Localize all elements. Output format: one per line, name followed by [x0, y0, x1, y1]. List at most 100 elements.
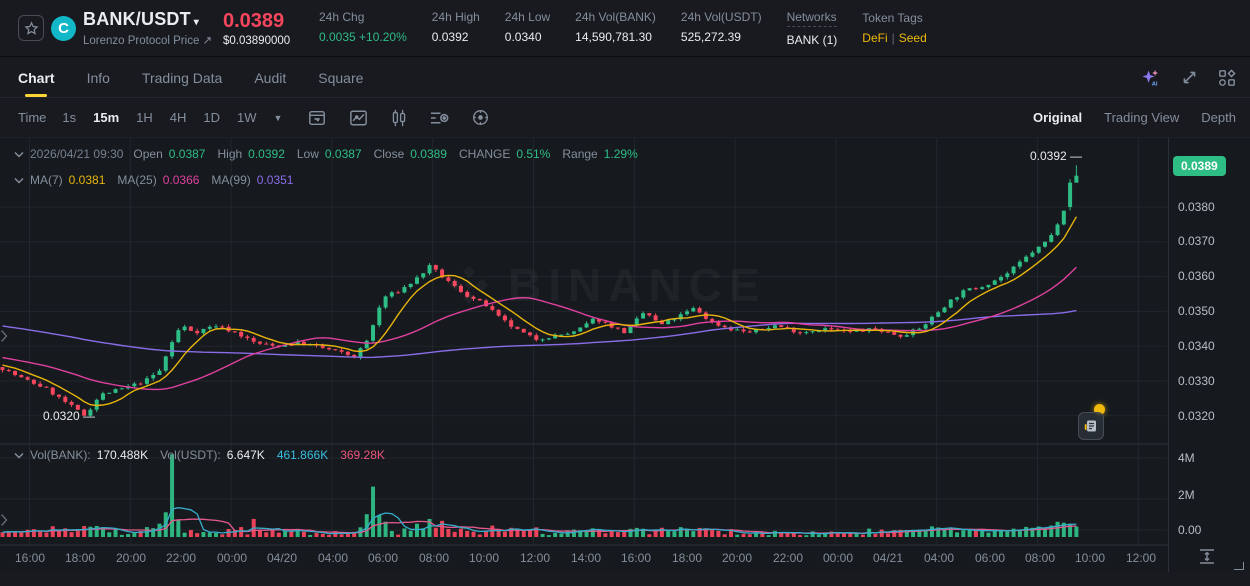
stat-label: 24h Low — [504, 9, 551, 24]
legend-value: 0.0387 — [324, 147, 362, 161]
pair-selector[interactable]: BANK/USDT ▾ — [83, 9, 200, 29]
ai-assistant-icon[interactable]: AI — [1141, 69, 1161, 87]
svg-text:AI: AI — [1152, 81, 1158, 87]
time-tick: 16:00 — [620, 551, 652, 565]
time-tick: 00:00 — [216, 551, 248, 565]
chart-order-marker[interactable] — [1078, 412, 1104, 440]
fullscreen-icon[interactable] — [1181, 69, 1198, 86]
ma-value: 0.0351 — [256, 173, 294, 187]
legend-label: Open — [133, 147, 163, 161]
interval-1w[interactable]: 1W — [237, 110, 257, 125]
expand-drawing-tools-icon[interactable] — [0, 329, 8, 346]
chart-style-icon[interactable] — [349, 109, 368, 127]
time-tick: 04/21 — [872, 551, 904, 565]
low-price-marker: 0.0320 — — [43, 409, 96, 423]
time-tick: 14:00 — [570, 551, 602, 565]
tab-audit[interactable]: Audit — [254, 69, 287, 86]
time-tick: 18:00 — [671, 551, 703, 565]
time-tick: 04/20 — [266, 551, 298, 565]
vol-label: Vol(BANK): — [30, 448, 91, 462]
stat-value: 0.0340 — [504, 29, 542, 44]
stat-24h-vol-usdt-: 24h Vol(USDT) 525,272.39 — [681, 10, 762, 47]
tag-link-seed[interactable]: Seed — [898, 31, 927, 45]
view-trading-view[interactable]: Trading View — [1104, 110, 1180, 125]
volume-legend: Vol(BANK): 170.488K Vol(USDT): 6.647K 461.86… — [14, 448, 397, 462]
stat-24h-high: 24h High 0.0392 — [432, 10, 480, 47]
token-tags-label: Token Tags — [862, 11, 923, 25]
date-range-icon[interactable] — [308, 109, 326, 127]
ticker-stats: 24h Chg 0.0035 +10.20% 24h High 0.0392 24h L… — [319, 10, 862, 47]
time-tick: 16:00 — [14, 551, 46, 565]
collapse-ohlc-icon[interactable] — [14, 151, 24, 158]
volume-tick: 0.00 — [1178, 523, 1202, 537]
time-tick: 10:00 — [1074, 551, 1106, 565]
bottom-strip — [0, 572, 1250, 586]
time-tick: 18:00 — [64, 551, 96, 565]
settings-icon[interactable] — [472, 109, 489, 126]
chart-canvas[interactable] — [0, 138, 1168, 572]
stat-label[interactable]: Networks — [786, 10, 838, 27]
last-price: 0.0389 — [223, 9, 285, 32]
time-tick: 04:00 — [923, 551, 955, 565]
price-axis[interactable]: 0.0389 0.0380 0.0370 0.0360 0.0350 0.0340 0.0… — [1168, 138, 1250, 572]
interval-4h[interactable]: 4H — [169, 110, 187, 125]
time-tick: 22:00 — [772, 551, 804, 565]
time-tick: 06:00 — [367, 551, 399, 565]
candle-time: 2026/04/21 09:30 — [30, 147, 124, 161]
interval-15m[interactable]: 15m — [93, 110, 120, 125]
pair-header: C BANK/USDT ▾ Lorenzo Protocol Price ↗ 0.… — [0, 0, 1250, 57]
chevron-down-icon: ▾ — [193, 17, 200, 28]
stat-value: 0.0035 +10.20% — [319, 29, 407, 44]
interval-1h[interactable]: 1H — [136, 110, 153, 125]
stat-24h-low: 24h Low 0.0340 — [505, 10, 550, 47]
view-depth[interactable]: Depth — [1201, 110, 1236, 125]
vol-value: 369.28K — [340, 448, 385, 462]
axis-corner-resize[interactable] — [1234, 562, 1244, 570]
tab-trading-data[interactable]: Trading Data — [141, 69, 223, 86]
high-price-marker: 0.0392 — — [1030, 149, 1083, 163]
indicators-icon[interactable] — [430, 110, 449, 126]
price-tick: 0.0320 — [1178, 409, 1215, 423]
expand-volume-tools-icon[interactable] — [0, 513, 8, 530]
tag-link-defi[interactable]: DeFi — [862, 31, 888, 45]
stat-value: BANK (1) — [786, 32, 838, 47]
layout-grid-icon[interactable] — [1218, 68, 1236, 87]
volume-tick: 2M — [1178, 488, 1195, 502]
last-price-badge: 0.0389 — [1173, 156, 1226, 176]
stat-24h-vol-bank-: 24h Vol(BANK) 14,590,781.30 — [575, 10, 656, 47]
stat-value: 0.0392 — [431, 29, 469, 44]
stat-24h-chg: 24h Chg 0.0035 +10.20% — [319, 10, 407, 47]
collapse-volume-icon[interactable] — [14, 452, 24, 459]
tab-square[interactable]: Square — [318, 69, 364, 86]
tab-info[interactable]: Info — [86, 69, 110, 86]
candlestick-icon[interactable] — [391, 109, 407, 127]
chart-alert-dot[interactable] — [1094, 404, 1105, 415]
vol-label: Vol(USDT): — [160, 448, 221, 462]
collapse-ma-icon[interactable] — [14, 177, 24, 184]
auto-scale-icon[interactable] — [1197, 548, 1217, 568]
view-original[interactable]: Original — [1033, 110, 1083, 125]
price-tick: 0.0350 — [1178, 304, 1215, 318]
time-tick: 08:00 — [1024, 551, 1056, 565]
vol-value: 6.647K — [226, 448, 265, 462]
token-price-link[interactable]: Lorenzo Protocol Price ↗ — [83, 35, 213, 47]
stat-value: 14,590,781.30 — [575, 29, 652, 44]
price-tick: 0.0380 — [1178, 200, 1215, 214]
time-tick: 10:00 — [468, 551, 500, 565]
legend-label: High — [217, 147, 243, 161]
interval-1s[interactable]: 1s — [62, 110, 77, 125]
favorite-button[interactable] — [18, 15, 44, 41]
time-tick: 12:00 — [1125, 551, 1157, 565]
time-tick: 20:00 — [721, 551, 753, 565]
tab-chart[interactable]: Chart — [18, 58, 55, 97]
legend-value: 0.0389 — [410, 147, 447, 161]
time-tick: 22:00 — [165, 551, 197, 565]
time-tick: 04:00 — [317, 551, 349, 565]
interval-dropdown-icon[interactable]: ▼ — [273, 112, 283, 123]
time-label: Time — [18, 110, 47, 125]
external-link-icon: ↗ — [202, 35, 213, 47]
interval-1d[interactable]: 1D — [203, 110, 221, 125]
price-tick: 0.0360 — [1178, 269, 1215, 283]
stat-label: 24h High — [431, 9, 480, 24]
legend-label: CHANGE — [458, 147, 511, 161]
